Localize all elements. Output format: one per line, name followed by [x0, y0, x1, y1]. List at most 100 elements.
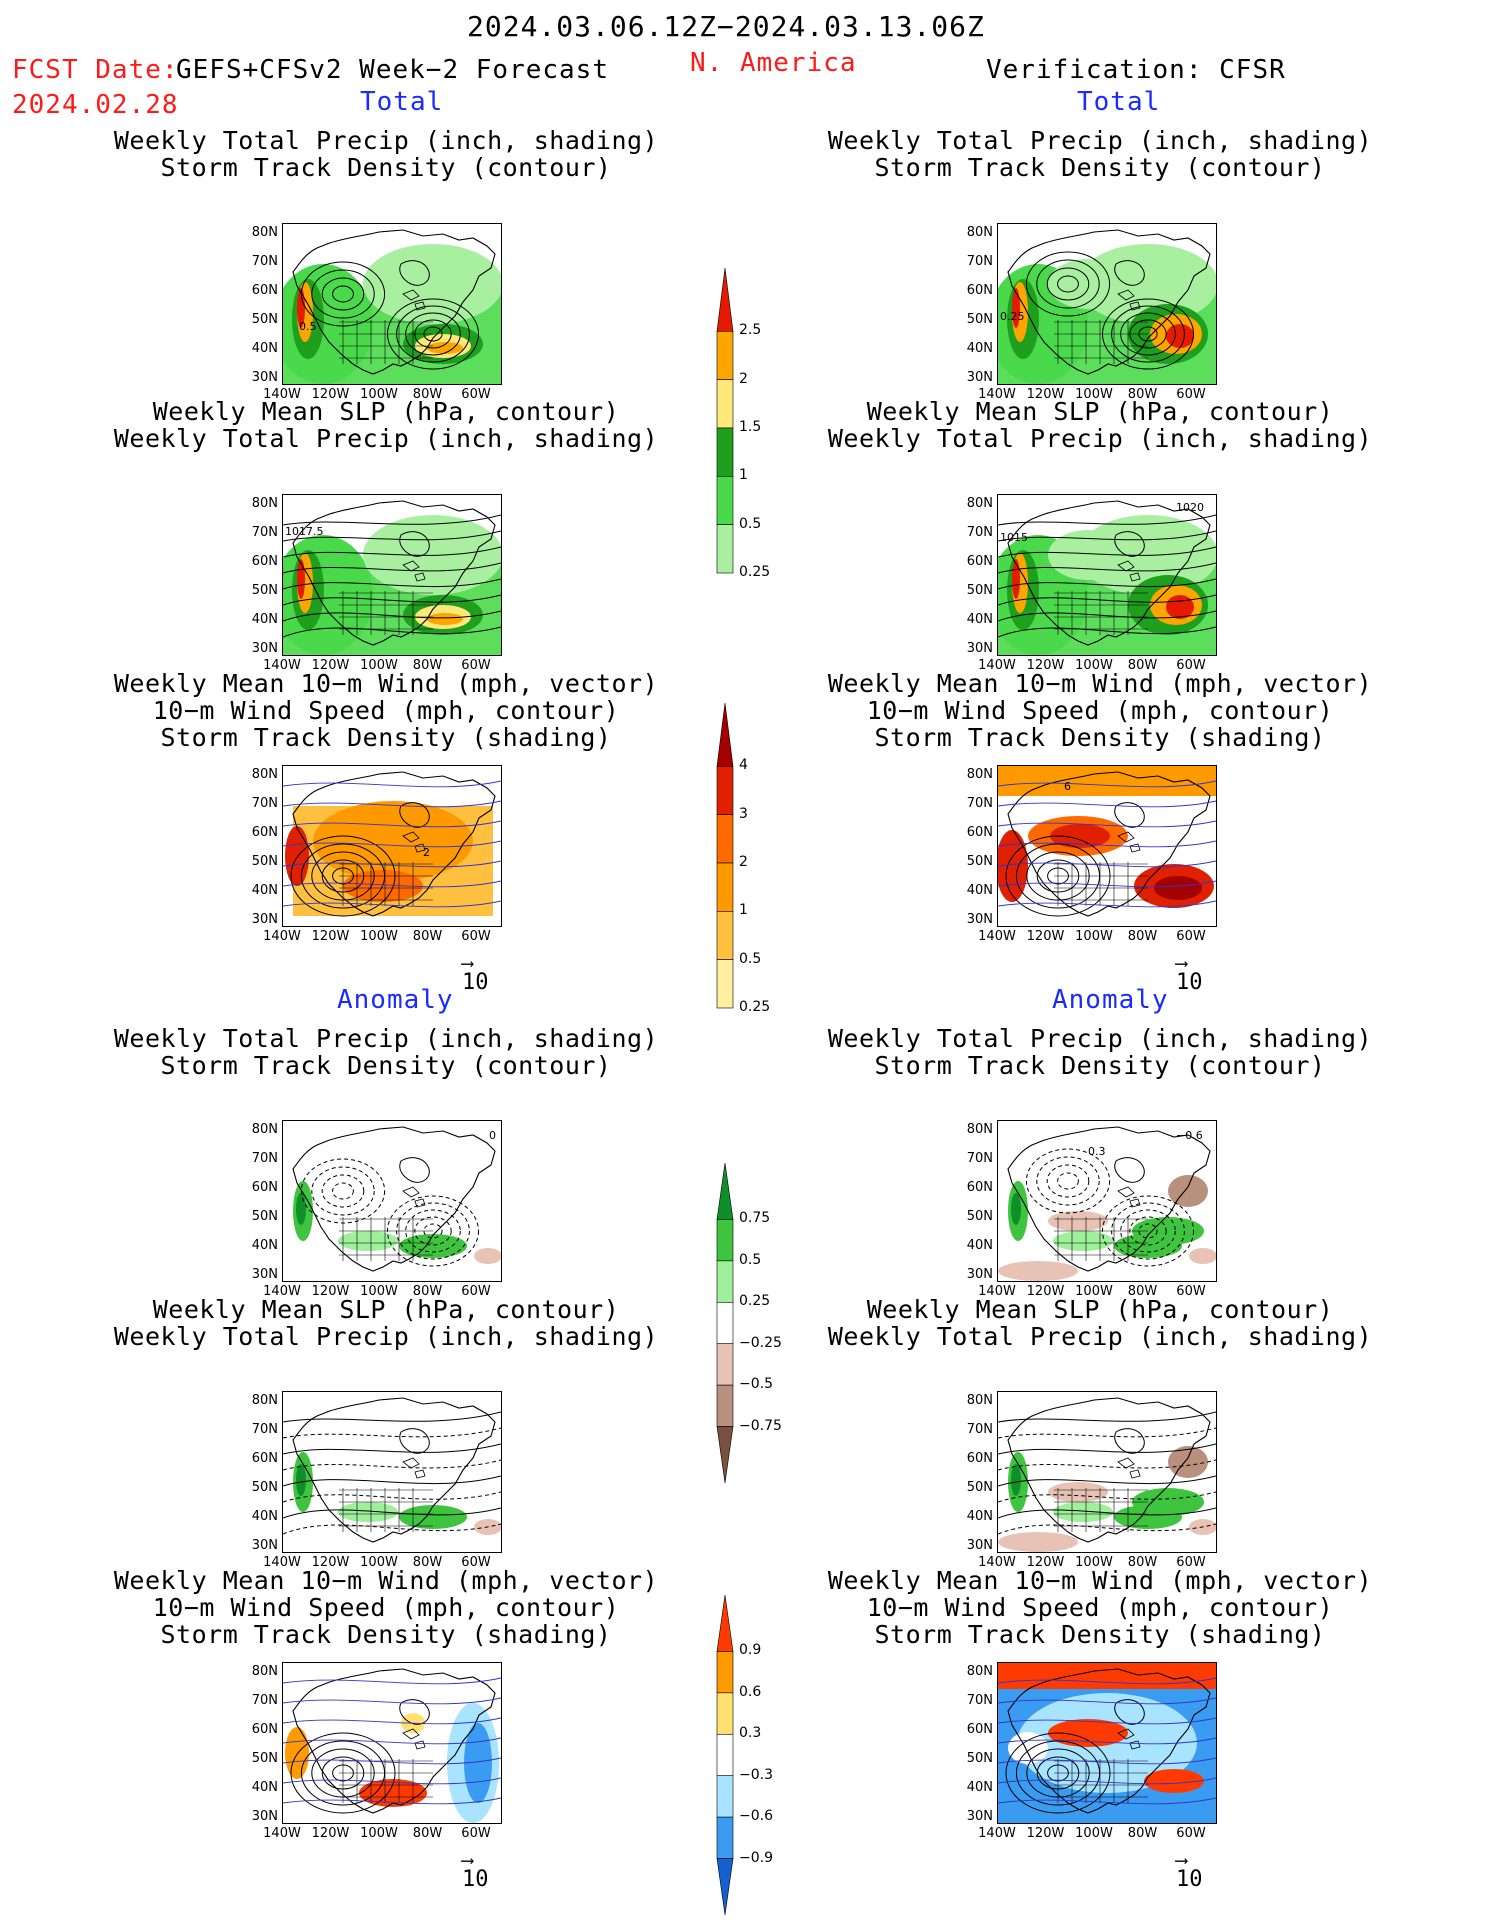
wind-speed-contour-4 — [300, 1740, 386, 1806]
reference-vector-fcst-anom: ⟶ 10 — [462, 1850, 489, 1893]
lon-label: 100W — [1075, 1826, 1113, 1841]
colorbar-svg — [716, 267, 734, 574]
lon-label: 100W — [1075, 658, 1113, 673]
storm-contour-b-3 — [1120, 312, 1176, 356]
lat-label: 40N — [251, 1780, 278, 1795]
lon-label: 60W — [1176, 1826, 1206, 1841]
title-verif-total-wind: Weekly Mean 10−m Wind (mph, vector) 10−m … — [827, 669, 1373, 752]
great-lakes — [1117, 1728, 1141, 1750]
lon-label: 140W — [978, 1555, 1016, 1570]
hudson-bay — [399, 1699, 430, 1725]
lat-label: 50N — [966, 854, 993, 869]
map-svg-verif-total-slp: 1015 1020 — [998, 500, 1216, 655]
reference-vector-verif-anom: ⟶ 10 — [1176, 1850, 1203, 1893]
lon-label: 60W — [461, 658, 491, 673]
lat-label: 80N — [966, 496, 993, 511]
storm-contour-a-3 — [1036, 259, 1100, 309]
lat-label: 30N — [966, 1267, 993, 1282]
lon-label: 100W — [1075, 929, 1113, 944]
lat-label: 70N — [966, 796, 993, 811]
map-svg-fcst-anom-precip: 0 — [292, 1126, 501, 1272]
lat-label: 70N — [251, 1693, 278, 1708]
colorbar-anom-storm — [715, 1594, 735, 1919]
great-lakes — [1117, 1457, 1141, 1479]
colorbar-segment — [716, 1594, 734, 1652]
lon-label: 80W — [1127, 929, 1158, 944]
slp-isobar-2 — [998, 1443, 1216, 1455]
map-verif-total-precip: 0.25 — [997, 223, 1217, 385]
title-verif-total-slp: Weekly Mean SLP (hPa, contour) Weekly Tot… — [827, 397, 1373, 453]
lat-label: 30N — [966, 370, 993, 385]
colorbar-label: 1 — [739, 467, 748, 484]
storm-contour-b-3 — [405, 1209, 461, 1253]
great-lakes — [1117, 831, 1141, 853]
lon-label: 80W — [412, 1555, 443, 1570]
storm-contour-b-2 — [1129, 319, 1167, 349]
slp-isobar-5 — [998, 1491, 1216, 1503]
lat-label: 70N — [966, 525, 993, 540]
map-svg-verif-anom-precip: 0.3 −0.6 — [998, 1126, 1216, 1281]
colorbar-segment — [716, 1426, 734, 1484]
coastline — [292, 1668, 496, 1814]
wind-speed-contour-3 — [311, 1748, 375, 1798]
title-fcst-total-wind: Weekly Mean 10−m Wind (mph, vector) 10−m … — [113, 669, 659, 752]
colorbar-label: 0.25 — [739, 1293, 771, 1310]
lat-label: 60N — [251, 283, 278, 298]
colorbar-segment — [716, 1733, 734, 1777]
map-svg-fcst-total-wind: 2 — [283, 771, 501, 917]
lon-label: 140W — [263, 1555, 301, 1570]
colorbar-label: 0.75 — [739, 1210, 771, 1227]
lat-label: 40N — [251, 883, 278, 898]
lat-label: 30N — [966, 1538, 993, 1553]
slp-isobar-3 — [283, 562, 501, 574]
colorbar-segment — [716, 911, 734, 960]
lon-label: 120W — [311, 1555, 350, 1570]
precip-shade-coast-max — [1012, 288, 1020, 328]
great-lakes — [402, 1728, 426, 1750]
slp-isobar-5 — [283, 594, 501, 606]
storm-contour-a-4 — [1025, 251, 1111, 317]
lon-label: 60W — [1176, 1284, 1206, 1299]
lat-label: 60N — [966, 283, 993, 298]
colorbar-segment — [716, 267, 734, 332]
slp-isobar-4 — [998, 578, 1216, 590]
map-fcst-anom-slp — [282, 1391, 502, 1553]
map-fcst-anom-precip: 0 — [282, 1120, 502, 1282]
map-svg-fcst-anom-slp — [283, 1397, 501, 1543]
great-lakes — [402, 560, 426, 582]
fcst-date-label: FCST Date: — [12, 55, 179, 85]
reference-vector-verif-total: ⟶ 10 — [1176, 953, 1203, 996]
coastline — [292, 1126, 496, 1272]
wind-streamline-2 — [998, 1717, 1216, 1725]
lat-label: 70N — [251, 254, 278, 269]
storm-contour-b-4 — [1111, 1202, 1185, 1260]
lon-label: 120W — [311, 929, 350, 944]
lat-label: 70N — [251, 1151, 278, 1166]
wind-speed-contour-5 — [1005, 835, 1111, 917]
wind-streamline-5 — [998, 880, 1216, 888]
slp-isobar-2 — [998, 546, 1216, 558]
verification-label: Verification: CFSR — [986, 55, 1286, 85]
map-layer-fcst-total-precip: 0.5 — [283, 229, 501, 384]
lon-label: 60W — [1176, 929, 1206, 944]
wind-streamline-1 — [998, 800, 1216, 808]
slp-isobar-3 — [998, 562, 1216, 574]
colorbar-svg — [716, 1162, 734, 1484]
wind-streamline-2 — [283, 1717, 501, 1725]
slp-isobar-0 — [998, 1411, 1216, 1423]
title-fcst-anom-slp: Weekly Mean SLP (hPa, contour) Weekly Tot… — [113, 1295, 659, 1351]
storm-contour-a-1 — [1057, 1172, 1079, 1190]
lon-label: 140W — [978, 1826, 1016, 1841]
wind-speed-contour-2 — [1036, 1756, 1080, 1790]
lat-label: 30N — [251, 1809, 278, 1824]
coastline — [1007, 500, 1211, 646]
colorbar-label: −0.25 — [739, 1334, 782, 1351]
hudson-bay — [1114, 1157, 1145, 1183]
map-fcst-total-precip: 0.5 — [282, 223, 502, 385]
map-fcst-total-wind: 2 — [282, 765, 502, 927]
contour-label: 2 — [423, 846, 430, 859]
lon-label: 80W — [1127, 387, 1158, 402]
lon-label: 80W — [412, 1826, 443, 1841]
slp-isobar-4 — [283, 578, 501, 590]
lon-label: 140W — [263, 929, 301, 944]
